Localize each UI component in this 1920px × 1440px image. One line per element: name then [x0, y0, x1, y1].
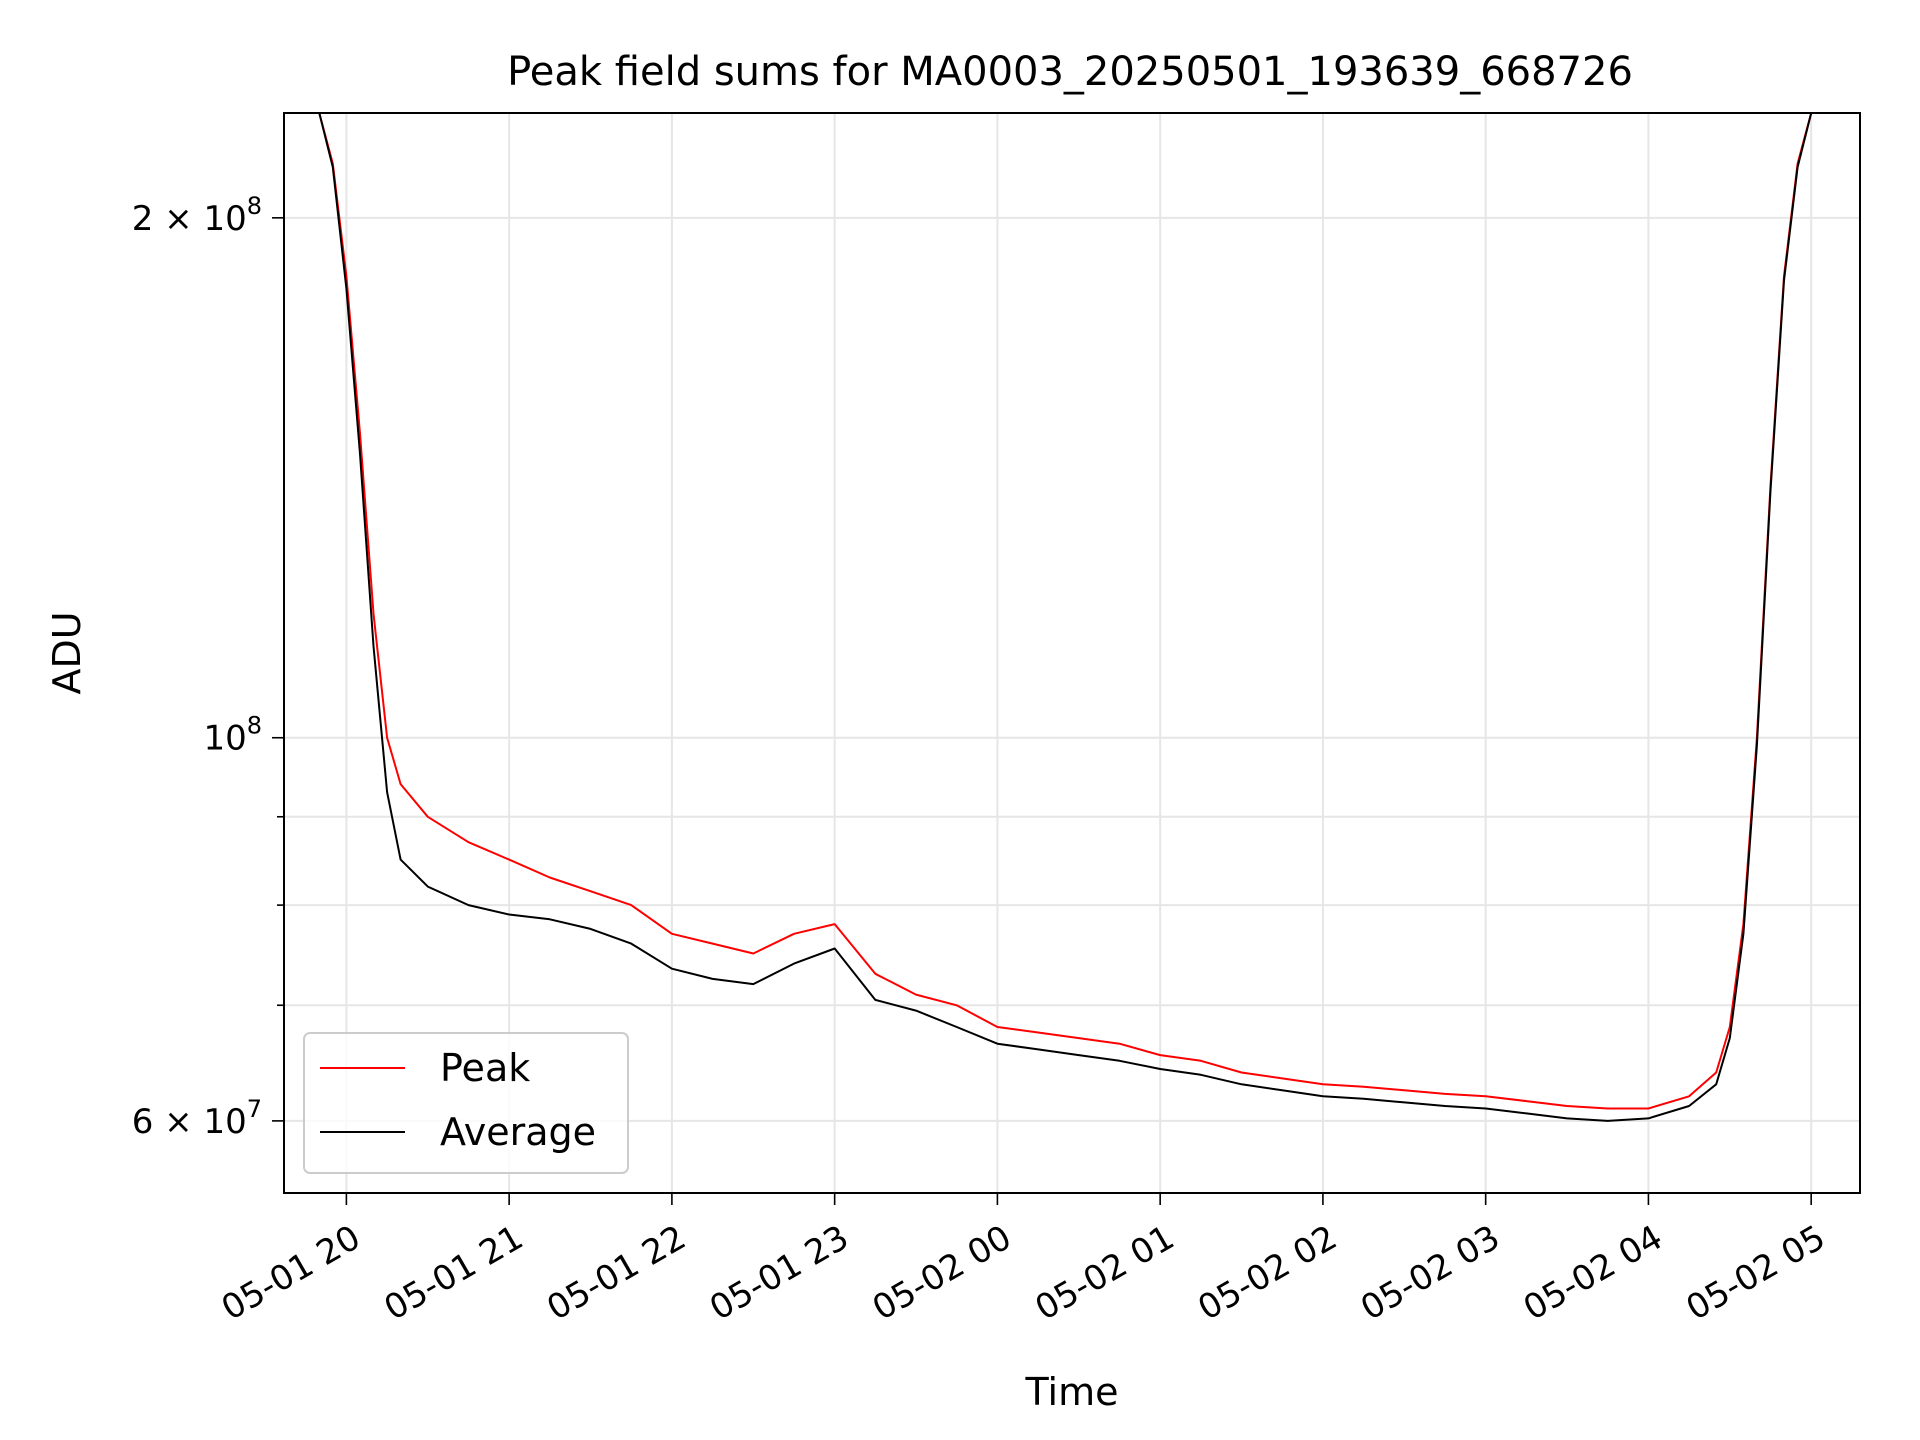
y-tick-label-base: 6 × 10 — [132, 1102, 247, 1142]
y-tick-label-exponent: 7 — [247, 1095, 262, 1123]
y-tick-label-base: 2 × 10 — [132, 199, 247, 239]
y-tick-label: 108 — [203, 712, 262, 759]
plot-frame — [283, 112, 1861, 1194]
y-tick-label: 2 × 108 — [132, 192, 262, 239]
legend-label-peak: Peak — [440, 1046, 530, 1090]
y-tick-label-exponent: 8 — [247, 192, 262, 220]
plot-area — [289, 113, 1817, 1122]
x-axis-label: Time — [1025, 1370, 1119, 1414]
y-tick-label-exponent: 8 — [247, 712, 262, 740]
series-layer — [289, 113, 1817, 1122]
y-axis-label: ADU — [45, 611, 89, 694]
y-tick-label: 6 × 107 — [132, 1095, 262, 1142]
series-line-average — [289, 113, 1817, 1122]
legend: Peak Average — [303, 1032, 629, 1174]
y-tick-label-base: 10 — [203, 719, 246, 759]
chart-title: Peak field sums for MA0003_20250501_1936… — [507, 49, 1633, 95]
series-line-peak — [289, 113, 1817, 1110]
legend-label-average: Average — [440, 1110, 596, 1154]
